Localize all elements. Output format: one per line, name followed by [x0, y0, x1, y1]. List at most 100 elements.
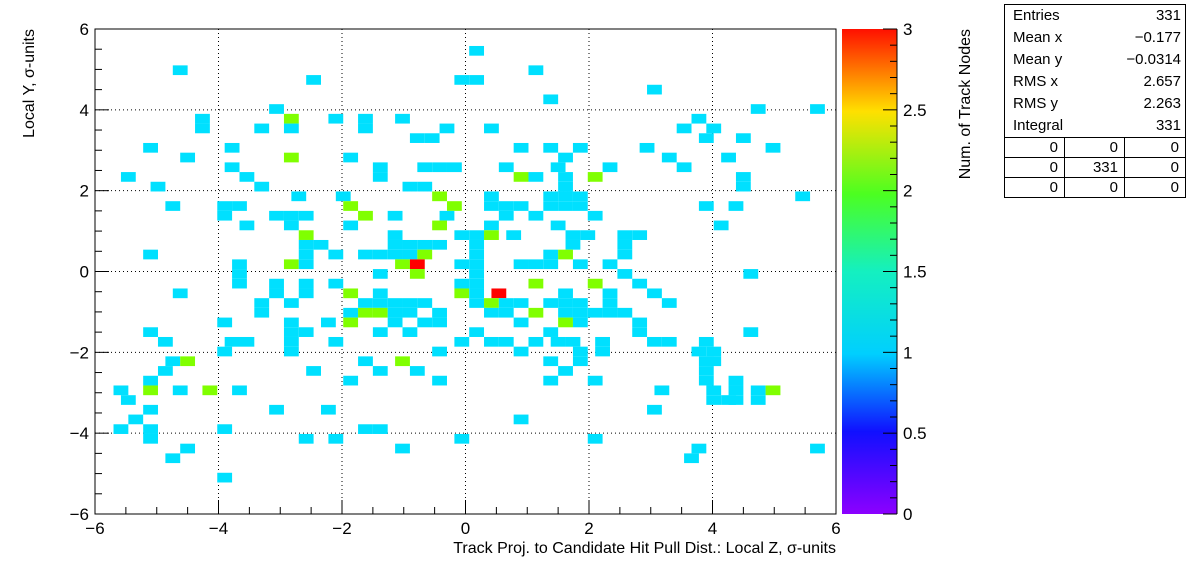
heatmap-cell	[439, 210, 455, 221]
heatmap-cell	[572, 142, 588, 153]
heatmap-cell	[387, 298, 403, 308]
heatmap-cell	[558, 317, 573, 328]
heatmap-cell	[543, 191, 559, 202]
heatmap-cell	[617, 239, 633, 250]
heatmap-cell	[283, 152, 299, 163]
heatmap-cell	[409, 269, 425, 279]
heatmap-cell	[328, 433, 344, 444]
heatmap-cell	[291, 191, 307, 202]
stats-rows: Entries 331 Mean x −0.177 Mean y −0.0314 RMS x…	[1005, 5, 1185, 137]
heatmap-cell	[217, 210, 233, 221]
stats-row: RMS x 2.657	[1005, 71, 1185, 93]
heatmap-cell	[113, 424, 129, 434]
heatmap-cell	[602, 307, 618, 318]
heatmap-cell	[469, 269, 485, 279]
stats-row: Mean y −0.0314	[1005, 49, 1185, 71]
heatmap-cell	[269, 288, 284, 299]
heatmap-cell	[587, 433, 603, 444]
heatmap-cell	[528, 65, 544, 76]
stats-value: 331	[1155, 7, 1181, 24]
x-tick-label: 4	[708, 519, 717, 538]
heatmap-cell	[454, 230, 470, 240]
heatmap-cell	[587, 307, 603, 318]
heatmap-cell	[454, 278, 470, 289]
heatmap-cell	[402, 307, 418, 318]
heatmap-cell	[143, 142, 158, 153]
heatmap-cell	[491, 288, 507, 299]
heatmap-cell	[432, 307, 447, 318]
heatmap-cell	[298, 230, 314, 240]
heatmap-cell	[543, 327, 559, 337]
heatmap-cell	[565, 230, 581, 240]
heatmap-cell	[498, 162, 514, 173]
heatmap-cell	[395, 356, 410, 367]
heatmap-cell	[617, 307, 633, 318]
heatmap-cell	[647, 288, 662, 299]
heatmap-cell	[172, 65, 188, 76]
heatmap-cell	[143, 433, 158, 444]
heatmap-cell	[165, 201, 181, 211]
heatmap-cell	[698, 336, 714, 347]
heatmap-cell	[165, 356, 181, 367]
heatmap-cell	[528, 307, 544, 318]
heatmap-cell	[676, 123, 692, 134]
heatmap-cell	[543, 249, 559, 260]
heatmap-cell	[432, 317, 447, 328]
heatmap-cell	[180, 152, 196, 163]
heatmap-cell	[143, 249, 158, 260]
heatmap-cell	[298, 210, 314, 221]
heatmap-cell	[484, 298, 499, 308]
stats-grid: 0 0 0 0 331 0 0 0 0	[1005, 137, 1185, 197]
stats-row: Integral 331	[1005, 115, 1185, 137]
heatmap-cell	[417, 162, 433, 173]
heatmap-cell	[735, 172, 751, 182]
heatmap-cell	[587, 210, 603, 221]
heatmap-cell	[387, 317, 403, 328]
stats-label: Mean y	[1013, 51, 1063, 68]
color-scale-ticks: 0 0.5 1 1.5 2 2.5 3	[883, 20, 927, 524]
heatmap-cell	[565, 239, 581, 250]
heatmap-cell	[698, 201, 714, 211]
stats-grid-cell: 331	[1065, 157, 1125, 177]
heatmap-cell	[358, 249, 373, 260]
heatmap-cell	[283, 317, 299, 328]
heatmap-cell	[528, 210, 544, 221]
y-tick-label: −6	[70, 505, 89, 524]
stats-grid-cell: 0	[1125, 137, 1185, 157]
heatmap-cell	[232, 259, 247, 270]
heatmap-cell	[661, 336, 677, 347]
heatmap-cell	[498, 307, 514, 318]
heatmap-cell	[372, 424, 388, 434]
heatmap-cell	[283, 210, 299, 221]
stats-label: Integral	[1013, 117, 1064, 134]
heatmap-cell	[721, 152, 736, 163]
heatmap-cell	[706, 356, 722, 367]
heatmap-cell	[172, 385, 188, 396]
color-scale-title: Num. of Track Nodes	[957, 29, 974, 179]
heatmap-cell	[195, 123, 210, 134]
heatmap-cell	[254, 181, 270, 192]
heatmap-cell	[469, 249, 485, 260]
heatmap-cell	[602, 298, 618, 308]
stats-value: −0.177	[1134, 29, 1181, 46]
heatmap-cell	[810, 104, 825, 114]
heatmap-cell	[484, 220, 499, 231]
heatmap-cell	[432, 239, 447, 250]
heatmap-cell	[217, 346, 233, 357]
x-tick-labels: −6 −4 −2 0 2 4 6	[85, 519, 840, 538]
heatmap-cell	[372, 366, 388, 376]
y-tick-label: −2	[70, 343, 89, 362]
heatmap-cell	[558, 298, 573, 308]
heatmap-cell	[513, 172, 529, 182]
heatmap-cell	[543, 142, 559, 153]
heatmap-cell	[698, 356, 714, 367]
color-scale-tick-label: 1.5	[903, 263, 927, 282]
heatmap-cell	[632, 327, 648, 337]
heatmap-cell	[143, 404, 158, 415]
heatmap-cell	[513, 346, 529, 357]
heatmap-cell	[439, 123, 455, 134]
heatmap-cells	[113, 45, 825, 483]
heatmap-cell	[165, 453, 181, 464]
heatmap-cell	[298, 327, 314, 337]
